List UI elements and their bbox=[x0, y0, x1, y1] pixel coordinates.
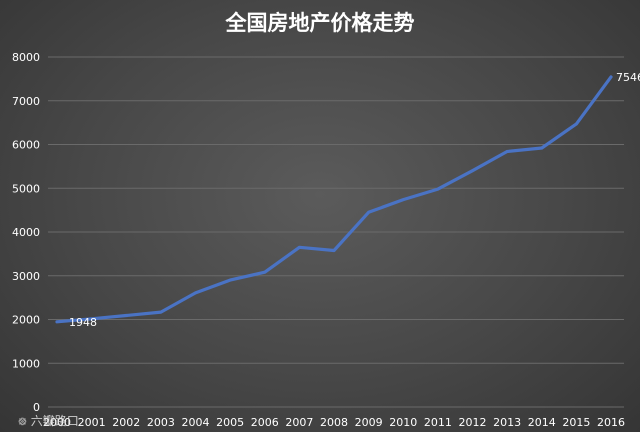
watermark-text: 六瓣路口 bbox=[30, 414, 79, 428]
chart-title: 全国房地产价格走势 bbox=[225, 11, 415, 35]
x-tick-label: 2000 bbox=[43, 416, 71, 429]
x-tick-label: 2007 bbox=[285, 416, 313, 429]
x-tick-label: 2006 bbox=[251, 416, 279, 429]
x-tick-label: 2010 bbox=[389, 416, 417, 429]
x-tick-label: 2003 bbox=[147, 416, 175, 429]
y-tick-label: 4000 bbox=[12, 226, 40, 239]
watermark: ᪥ 六瓣路口 bbox=[18, 412, 79, 432]
x-tick-label: 2011 bbox=[424, 416, 452, 429]
data-labels: 1948 7546 bbox=[69, 71, 640, 329]
x-tick-label: 2013 bbox=[493, 416, 521, 429]
data-label: 7546 bbox=[616, 71, 640, 84]
y-tick-label: 3000 bbox=[12, 270, 40, 283]
x-axis-ticks: 2000 2001 2002 2003 2004 2005 2006 2007 2008 2009… bbox=[43, 416, 625, 429]
x-tick-label: 2008 bbox=[320, 416, 348, 429]
y-tick-label: 7000 bbox=[12, 95, 40, 108]
y-tick-label: 0 bbox=[33, 401, 40, 414]
data-label: 1948 bbox=[69, 316, 97, 329]
y-tick-label: 2000 bbox=[12, 314, 40, 327]
x-tick-label: 2001 bbox=[78, 416, 106, 429]
x-tick-label: 2016 bbox=[597, 416, 625, 429]
y-tick-label: 8000 bbox=[12, 51, 40, 64]
x-tick-label: 2005 bbox=[216, 416, 244, 429]
x-tick-label: 2012 bbox=[459, 416, 487, 429]
gridlines bbox=[48, 56, 624, 408]
x-tick-label: 2014 bbox=[528, 416, 556, 429]
x-tick-label: 2009 bbox=[355, 416, 383, 429]
series-line bbox=[55, 75, 613, 324]
x-tick-label: 2015 bbox=[562, 416, 590, 429]
y-tick-label: 6000 bbox=[12, 139, 40, 152]
x-tick-label: 2004 bbox=[182, 416, 210, 429]
x-tick-label: 2002 bbox=[112, 416, 140, 429]
y-tick-label: 1000 bbox=[12, 357, 40, 370]
y-axis-ticks: 0 1000 2000 3000 4000 5000 6000 7000 8000 bbox=[12, 51, 40, 414]
kuaijie-logo-icon: ᪥ bbox=[18, 414, 27, 428]
y-tick-label: 5000 bbox=[12, 182, 40, 195]
series-layer bbox=[55, 75, 613, 324]
